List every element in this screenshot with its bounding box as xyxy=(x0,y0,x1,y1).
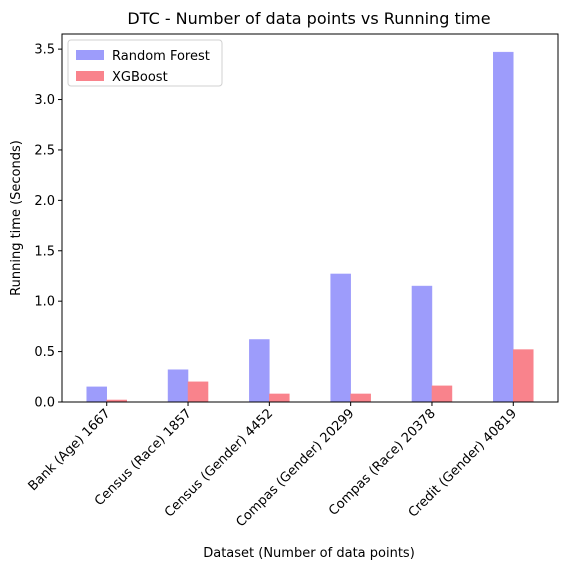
x-tick-label: Bank (Age) 1667 xyxy=(26,406,114,494)
bar-random-forest xyxy=(493,51,514,403)
legend-frame xyxy=(67,39,223,87)
bar-xgboost xyxy=(431,385,453,403)
y-tick-label: 0.5 xyxy=(34,345,55,360)
y-axis: 0.0 0.5 1.0 1.5 2.0 2.5 3.0 3.5 xyxy=(34,43,62,411)
y-tick-label: 0.0 xyxy=(34,396,55,411)
bar-xgboost xyxy=(513,349,534,403)
bar-random-forest xyxy=(411,285,433,403)
bar-random-forest xyxy=(167,369,189,403)
bars-layer xyxy=(86,51,534,403)
bar-xgboost xyxy=(187,381,209,403)
bar-xgboost xyxy=(350,393,371,403)
y-tick-label: 2.5 xyxy=(34,143,55,158)
y-tick-label: 1.5 xyxy=(34,244,55,259)
bar-random-forest xyxy=(86,386,107,403)
y-tick-label: 2.0 xyxy=(34,194,55,209)
y-axis-title: Running time (Seconds) xyxy=(9,140,24,296)
x-axis-title: Dataset (Number of data points) xyxy=(203,546,415,561)
y-tick-label: 3.5 xyxy=(34,43,55,58)
chart-title: DTC - Number of data points vs Running t… xyxy=(127,9,490,28)
legend-label-random-forest: Random Forest xyxy=(112,49,210,64)
plot-frame xyxy=(61,33,559,403)
legend-label-xgboost: XGBoost xyxy=(112,70,168,85)
y-tick-label: 1.0 xyxy=(34,295,55,310)
bar-random-forest xyxy=(330,273,351,403)
bar-xgboost xyxy=(269,393,290,403)
bar-random-forest xyxy=(249,339,270,403)
y-tick-label: 3.0 xyxy=(34,93,55,108)
legend: Random Forest XGBoost xyxy=(67,39,223,87)
legend-swatch-random-forest xyxy=(76,50,104,60)
legend-swatch-xgboost xyxy=(76,71,104,81)
